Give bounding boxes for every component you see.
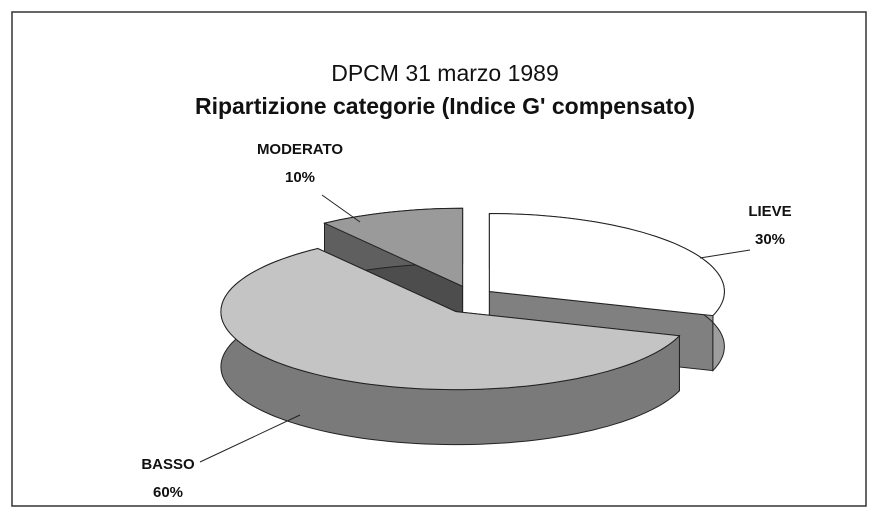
value-label: 60% [153,484,183,501]
slice [220,247,681,391]
slice-label: LIEVE [748,203,791,220]
slice [488,212,725,317]
value-label: 10% [285,169,315,186]
chart-title: DPCM 31 marzo 1989 [331,60,559,86]
leader-line [321,194,361,223]
value-label: 30% [755,231,785,248]
leader-line [199,414,301,463]
chart-subtitle: Ripartizione categorie (Indice G' compen… [195,93,695,119]
slice-label: BASSO [141,456,195,473]
slice-label: MODERATO [257,141,343,158]
slice [322,207,464,288]
leader-line [699,249,751,259]
